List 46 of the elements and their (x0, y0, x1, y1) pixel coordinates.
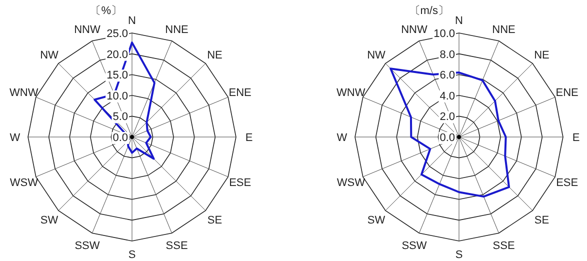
y-tick-label: 10.0 (106, 90, 128, 102)
spoke-label: NW (40, 49, 60, 62)
spoke-label: SSE (166, 240, 188, 252)
spoke-label: NNE (165, 24, 188, 36)
spoke-label: SSW (74, 240, 100, 252)
spoke-label: NE (207, 49, 222, 62)
text: 〔m/s〕 (409, 5, 449, 17)
spoke-label: WSW (336, 176, 366, 189)
spoke-label: N (128, 15, 136, 27)
spoke-label: ESE (556, 176, 578, 189)
spoke-label: S (455, 249, 463, 261)
spoke-label: ESE (229, 176, 252, 189)
y-tick-label: 10.0 (434, 28, 455, 40)
y-tick-label: 5.0 (112, 111, 128, 124)
spoke-label: NW (367, 49, 386, 62)
spoke-label: SW (367, 214, 386, 227)
spoke-label: WNW (336, 87, 366, 100)
y-tick-label: 15.0 (106, 70, 128, 82)
spoke-label: WNW (10, 87, 39, 100)
spoke-label: S (128, 249, 136, 261)
spoke-label: ENE (228, 87, 252, 100)
spoke-label: NNE (492, 24, 516, 36)
spoke-label: NNW (401, 24, 428, 36)
spoke-label: WSW (10, 176, 39, 189)
spoke-label: W (10, 132, 21, 144)
spoke-label: W (336, 132, 348, 144)
spoke-label: NNW (74, 24, 101, 36)
y-tick-label: 25.0 (106, 28, 128, 40)
spoke-label: SW (40, 214, 59, 227)
y-tick-label: 0.0 (440, 132, 455, 144)
spoke-label: SSE (492, 240, 515, 252)
spoke-label: E (245, 132, 253, 144)
y-tick-label: 2.0 (440, 111, 455, 124)
y-tick-label: 4.0 (440, 90, 455, 102)
spoke-label: ENE (556, 87, 578, 100)
y-tick-label: 20.0 (106, 48, 128, 61)
text: 〔%〕 (90, 5, 122, 17)
y-tick-label: 8.0 (440, 48, 455, 61)
spoke-label: SE (534, 214, 550, 227)
spoke-label: SE (207, 214, 222, 227)
y-tick-label: 0.0 (112, 132, 128, 144)
spoke-label: E (572, 132, 580, 144)
spoke-label: NE (534, 49, 550, 62)
spoke-label: SSW (402, 240, 428, 252)
spoke-label: N (455, 15, 464, 27)
y-tick-label: 6.0 (440, 70, 455, 82)
